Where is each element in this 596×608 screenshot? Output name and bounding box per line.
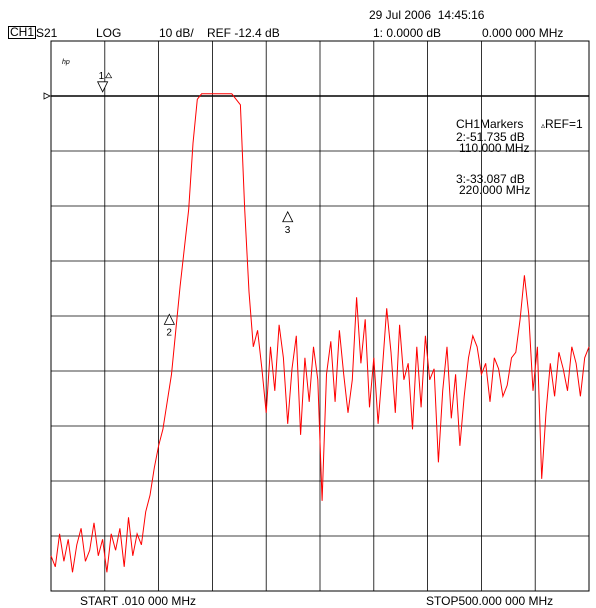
date-time: 29 Jul 2006 14:45:16 [369, 9, 484, 21]
marker-1-label: 1 [99, 71, 105, 82]
stop-frequency: STOP500.000 000 MHz [426, 594, 554, 608]
marker2-frequency: 110.000 MHz [459, 141, 530, 155]
marker2-value: 2:-51.735 dB [456, 130, 525, 144]
marker3-value: 3:-33.087 dB [456, 172, 525, 186]
date-text: 29 Jul 2006 [369, 8, 432, 22]
format-label: LOG [96, 26, 122, 40]
start-frequency: START .010 000 MHz [80, 594, 197, 608]
grid [43, 40, 590, 592]
channel-indicator: CH1 [8, 25, 37, 39]
marker-1-icon [96, 81, 109, 93]
reference-label: REF -12.4 dB [207, 26, 280, 40]
markers-panel-title: CH1Markers [456, 117, 524, 131]
marker-3-label: 3 [285, 225, 291, 236]
hp-logo: hp [62, 59, 70, 66]
measurement-label: S21 [36, 26, 58, 40]
delta-ref-text: REF=1 [545, 117, 583, 131]
scale-label: 10 dB/ [159, 26, 194, 40]
trace-line [50, 93, 590, 573]
marker-3-icon [282, 210, 294, 223]
delta-icon [105, 72, 113, 79]
marker-2-label: 2 [166, 327, 172, 338]
delta-ref-label: ▵REF=1 [541, 118, 583, 130]
delta-icon: ▵ [541, 121, 546, 130]
trace-layer [50, 93, 590, 573]
time-text: 14:45:16 [437, 8, 485, 22]
reference-pointer-icon [43, 92, 51, 100]
marker-layer: 1 2 3 [96, 71, 294, 338]
marker1-readout: 1: 0.0000 dB [373, 26, 442, 40]
marker3-frequency: 220.000 MHz [459, 183, 531, 197]
marker-2-icon [163, 313, 175, 325]
marker1-frequency: 0.000 000 MHz [482, 26, 564, 40]
